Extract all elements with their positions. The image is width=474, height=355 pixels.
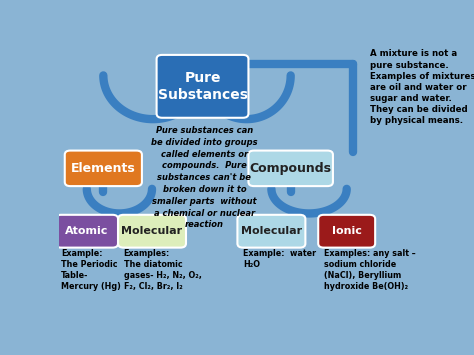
Text: Example:  water
H₂O: Example: water H₂O: [243, 249, 316, 269]
Text: Pure substances can
be divided into groups
called elements or
compounds.  Pure
s: Pure substances can be divided into grou…: [151, 126, 258, 229]
Text: Molecular: Molecular: [241, 226, 302, 236]
FancyBboxPatch shape: [237, 215, 305, 248]
Text: Ionic: Ionic: [332, 226, 362, 236]
Text: Molecular: Molecular: [121, 226, 182, 236]
Text: Atomic: Atomic: [65, 226, 109, 236]
Text: Example:
The Periodic
Table-
Mercury (Hg): Example: The Periodic Table- Mercury (Hg…: [61, 249, 121, 291]
FancyBboxPatch shape: [118, 215, 186, 248]
FancyBboxPatch shape: [65, 151, 142, 186]
Text: Examples:
The diatomic
gases- H₂, N₂, O₂,
F₂, Cl₂, Br₂, I₂: Examples: The diatomic gases- H₂, N₂, O₂…: [124, 249, 201, 291]
Text: Examples: any salt –
sodium chloride
(NaCl), Beryllium
hydroxide Be(OH)₂: Examples: any salt – sodium chloride (Na…: [324, 249, 415, 291]
FancyBboxPatch shape: [318, 215, 375, 248]
Text: A mixture is not a
pure substance.
Examples of mixtures
are oil and water or
sug: A mixture is not a pure substance. Examp…: [370, 49, 474, 125]
FancyBboxPatch shape: [156, 55, 248, 118]
FancyBboxPatch shape: [55, 215, 118, 248]
Text: Elements: Elements: [71, 162, 136, 175]
FancyBboxPatch shape: [248, 151, 333, 186]
Text: Pure
Substances: Pure Substances: [157, 71, 247, 102]
Text: Compounds: Compounds: [250, 162, 332, 175]
